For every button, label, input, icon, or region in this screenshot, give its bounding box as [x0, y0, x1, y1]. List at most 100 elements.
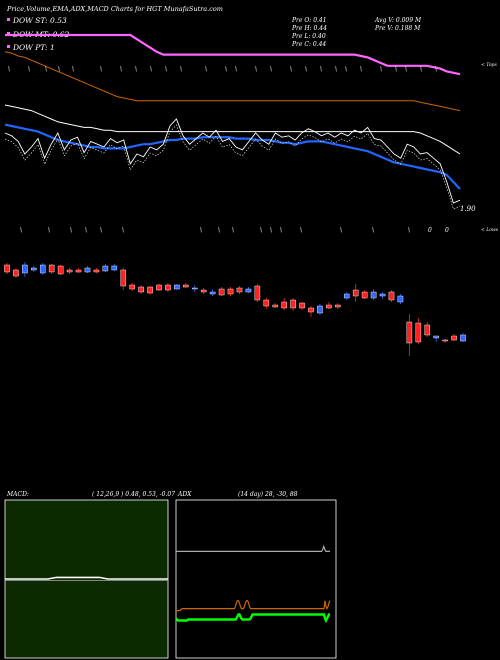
candle	[361, 290, 368, 299]
top-marker: \	[225, 66, 227, 73]
top-marker: \	[58, 66, 60, 73]
top-marker: \	[435, 66, 437, 73]
candle	[433, 335, 439, 342]
candle	[236, 286, 243, 294]
candle-body	[370, 291, 377, 299]
low-marker: \	[372, 227, 374, 234]
candle	[326, 302, 332, 309]
candle	[102, 264, 109, 272]
price-panel: \ \ \ \ \ \ \ \ \ \ \ \ \ \ \ \ \ \ \ \ \ \ \ \ \ \ \ \ \ \ \ \ \ \ \ \ \ \ \…	[4, 33, 499, 234]
candle	[156, 284, 162, 291]
candle-body	[147, 286, 153, 294]
candle-body	[200, 289, 207, 293]
top-marker: \	[8, 66, 10, 73]
candle	[272, 303, 279, 308]
low-marker: \	[100, 227, 102, 234]
pre-volume: Pre V: 0.188 M	[374, 25, 421, 32]
candle	[120, 268, 127, 290]
tops-label: < Tops	[481, 62, 497, 68]
low-marker: \	[122, 227, 124, 234]
candle-body	[39, 264, 46, 274]
low-marker: \	[85, 227, 87, 234]
legend-swatch-pt	[7, 45, 10, 48]
candle-body	[388, 291, 395, 301]
candle-body	[48, 264, 55, 273]
legend-swatch-mt	[7, 32, 10, 35]
top-marker: \	[420, 66, 422, 73]
series-ema-mid	[4, 104, 461, 155]
candle-body	[75, 269, 82, 273]
candle	[415, 318, 422, 344]
candle	[183, 283, 189, 288]
candle	[343, 292, 350, 300]
candle	[191, 285, 198, 292]
candle	[165, 283, 171, 292]
pre-high: Pre H: 0.44	[291, 25, 327, 32]
low-marker: \	[260, 227, 262, 234]
top-marker: \	[45, 66, 47, 73]
pre-low: Pre L: 0.40	[291, 33, 326, 40]
macd-macd-line	[5, 576, 168, 580]
candle-body	[415, 322, 422, 343]
candle-body	[156, 284, 162, 291]
candle-body	[326, 304, 332, 309]
candle-body	[120, 269, 127, 287]
low-marker: \	[20, 227, 22, 234]
candle-body	[424, 324, 431, 336]
candle	[299, 302, 305, 310]
candle-body	[227, 288, 234, 295]
candle-body	[460, 334, 466, 342]
top-marker: \	[395, 66, 397, 73]
top-marker: \	[290, 66, 292, 73]
candle	[48, 264, 55, 274]
zero-marker: 0	[445, 227, 449, 234]
top-marker: \	[120, 66, 122, 73]
series-dow-st	[5, 33, 461, 76]
candle-body	[254, 285, 261, 301]
top-marker: \	[165, 66, 167, 73]
candlestick-panel	[4, 262, 466, 356]
adx-params: (14 day) 28, -30, 88	[238, 491, 298, 498]
series-close	[4, 118, 461, 204]
candle-body	[361, 291, 368, 299]
candle	[138, 285, 144, 294]
candle	[75, 268, 82, 273]
candle-body	[102, 265, 109, 272]
candle	[442, 339, 448, 343]
pre-open: Pre O: 0.41	[291, 17, 327, 24]
candle-body	[111, 265, 118, 271]
low-marker: \	[200, 227, 202, 234]
candle	[111, 264, 118, 271]
top-marker: \	[135, 66, 137, 73]
candle-body	[245, 288, 252, 293]
candle-body	[451, 335, 457, 341]
candle	[424, 322, 431, 337]
zero-marker: 0	[428, 227, 432, 234]
candle	[174, 284, 180, 290]
top-marker: \	[255, 66, 257, 73]
candle	[218, 287, 225, 296]
legend-swatch-st	[7, 18, 10, 21]
low-markers: \ \ \ \ \ \ \ \ \ \ \ \ \ \ \ \ 0 0	[20, 227, 449, 234]
adx-minus-di-line	[175, 613, 331, 624]
candle	[39, 263, 46, 275]
candle-body	[4, 264, 10, 273]
top-marker: \	[405, 66, 407, 73]
candle-body	[352, 289, 359, 297]
candle-body	[31, 267, 37, 271]
series-ema-fast	[4, 123, 461, 190]
candle-body	[281, 301, 287, 309]
last-price-label: 1.90	[460, 205, 476, 213]
candle	[147, 286, 153, 295]
low-marker: \	[48, 227, 50, 234]
candle-body	[379, 293, 386, 297]
candle-body	[57, 265, 64, 275]
adx-adx-line	[176, 544, 330, 552]
low-marker: \	[270, 227, 272, 234]
adx-plot-area	[175, 499, 337, 659]
candle-body	[218, 288, 225, 296]
candle	[406, 314, 413, 356]
candle-body	[317, 305, 323, 314]
macd-panel: MACD: ( 12,26,9 ) 0.48, 0.53, -0.07	[4, 491, 175, 659]
low-marker: \	[300, 227, 302, 234]
